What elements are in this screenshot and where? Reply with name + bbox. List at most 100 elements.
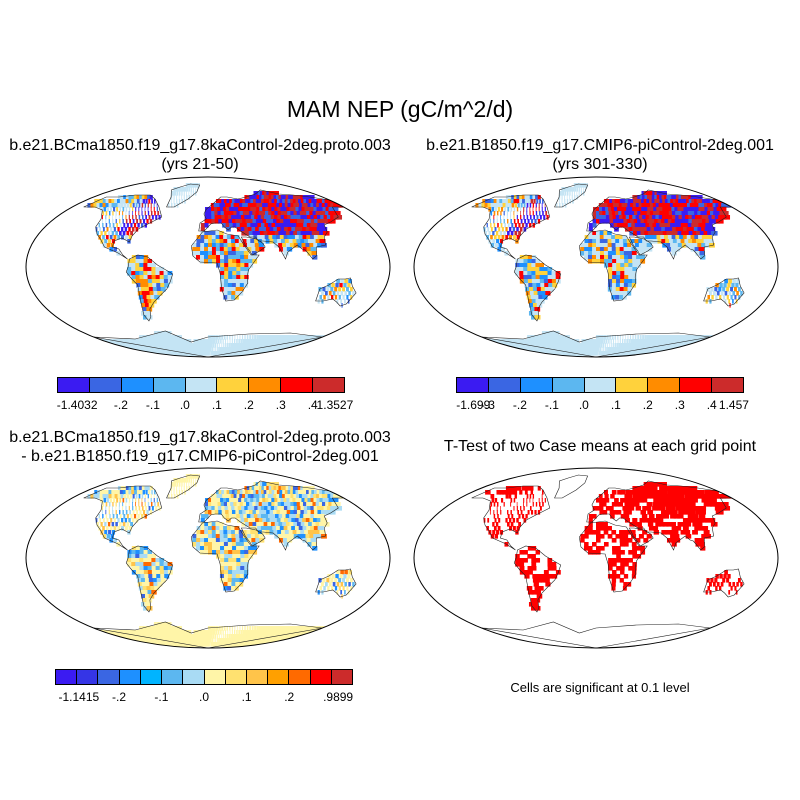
map-cell <box>561 195 563 200</box>
map-cell <box>274 231 281 236</box>
map-cell <box>619 219 625 224</box>
map-cell <box>238 510 244 515</box>
map-cell <box>280 626 286 631</box>
map-cell <box>132 498 134 503</box>
map-cell <box>548 287 554 292</box>
map-cell <box>100 498 104 503</box>
map-cell <box>208 239 213 244</box>
map-cell <box>204 215 209 220</box>
map-cell <box>208 259 213 264</box>
map-cell <box>257 215 264 220</box>
map-cell <box>208 351 210 356</box>
map-cell <box>641 490 648 495</box>
map-cell <box>232 267 237 272</box>
map-cell <box>545 582 551 587</box>
map-cell <box>129 494 132 499</box>
map-cell <box>302 235 309 240</box>
map-cell <box>645 339 650 344</box>
map-cell <box>228 343 231 348</box>
map-cell <box>523 267 528 272</box>
map-cell <box>119 522 122 527</box>
map-cell <box>701 227 708 232</box>
map-cell <box>548 574 554 579</box>
map-cell <box>619 239 624 244</box>
map-cell <box>139 267 144 272</box>
panel-4-map <box>413 467 779 649</box>
map-cell <box>231 215 236 220</box>
map-cell <box>311 522 319 527</box>
map-cell <box>626 530 632 535</box>
map-cell <box>532 211 534 216</box>
map-cell <box>532 283 538 288</box>
map-cell <box>539 267 545 272</box>
map-cell <box>694 223 702 228</box>
map-cell <box>540 287 546 292</box>
map-cell <box>606 199 611 204</box>
map-cell <box>271 514 278 519</box>
map-cell <box>219 243 225 248</box>
map-cell <box>726 287 730 292</box>
map-cell <box>623 283 629 288</box>
map-cell <box>279 510 287 515</box>
map-cell <box>632 215 638 220</box>
map-cell <box>588 247 593 252</box>
panel-2-title: b.e21.B1850.f19_g17.CMIP6-piControl-2deg… <box>400 136 800 174</box>
map-cell <box>530 490 534 495</box>
map-cell <box>135 494 138 499</box>
map-cell <box>534 586 540 591</box>
map-cell <box>236 562 241 567</box>
map-cell <box>139 570 145 575</box>
map-cell <box>163 275 169 280</box>
map-cell <box>235 287 240 292</box>
map-cell <box>223 586 228 591</box>
map-cell <box>144 578 151 583</box>
map-cell <box>544 578 550 583</box>
map-cell <box>253 339 258 344</box>
map-cell <box>219 251 225 256</box>
map-cell <box>607 231 612 236</box>
map-cell <box>662 231 669 236</box>
map-cell <box>715 295 718 300</box>
map-cell <box>555 271 561 276</box>
map-cell <box>315 231 323 236</box>
map-cell <box>240 562 245 567</box>
map-cell <box>291 518 298 523</box>
colorbar-swatch <box>56 670 78 684</box>
map-cell <box>308 231 315 236</box>
map-cell <box>202 347 206 352</box>
map-cell <box>587 255 593 260</box>
map-cell <box>509 235 513 240</box>
colorbar-label: -.2 <box>112 690 127 704</box>
map-cell <box>652 502 660 507</box>
map-cell <box>522 199 526 204</box>
coastline <box>578 520 648 593</box>
map-cell <box>599 506 604 511</box>
map-cell <box>614 211 620 216</box>
map-cell <box>269 239 275 244</box>
map-cell <box>210 642 212 647</box>
map-cell <box>264 506 271 511</box>
map-cell <box>619 335 621 340</box>
map-cell <box>515 239 519 244</box>
map-cell <box>531 546 537 551</box>
map-cell <box>285 223 292 228</box>
map-cell <box>208 502 212 507</box>
map-cell <box>197 343 202 348</box>
map-cell <box>138 211 140 216</box>
map-cell <box>258 243 264 248</box>
map-cell <box>635 215 642 220</box>
map-cell <box>224 550 229 555</box>
map-cell <box>208 638 211 643</box>
map-cell <box>623 510 629 515</box>
map-cell <box>574 339 580 344</box>
map-cell <box>490 534 495 539</box>
map-cell <box>135 562 141 567</box>
map-cell <box>592 215 597 220</box>
map-cell <box>224 275 229 280</box>
map-cell <box>620 279 625 284</box>
map-cell <box>596 534 601 539</box>
map-cell <box>289 534 296 539</box>
map-cell <box>348 291 351 296</box>
map-cell <box>537 486 541 491</box>
map-cell <box>153 199 156 204</box>
